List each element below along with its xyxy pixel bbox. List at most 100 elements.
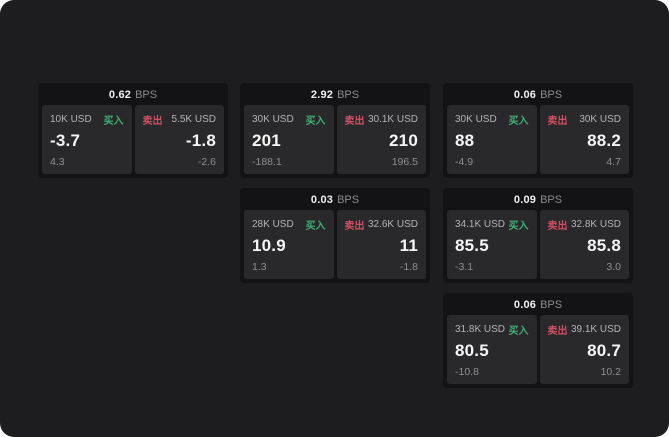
buy-label-row: 28K USD 买入 xyxy=(252,217,326,232)
buy-panel[interactable]: 30K USD 买入 201 -188.1 xyxy=(244,105,334,174)
card-header: 0.62 BPS xyxy=(38,83,228,105)
buy-amount: 30K USD xyxy=(252,114,294,125)
quote-card[interactable]: 0.09 BPS 34.1K USD 买入 85.5 -3.1 卖出 32.8K… xyxy=(443,188,633,283)
buy-amount: 31.8K USD xyxy=(455,324,506,335)
bps-unit: BPS xyxy=(540,194,563,206)
buy-value: 10.9 xyxy=(252,236,286,256)
bps-unit: BPS xyxy=(540,299,563,311)
bps-value: 2.92 xyxy=(310,89,334,101)
sell-amount: 30.1K USD xyxy=(367,114,418,125)
sell-label-row: 卖出 32.8K USD xyxy=(548,217,622,232)
buy-side-label: 买入 xyxy=(305,221,326,232)
buy-side-label: 买入 xyxy=(508,116,529,127)
bps-unit: BPS xyxy=(135,89,158,101)
sell-side-label: 卖出 xyxy=(547,221,568,232)
sell-amount: 32.6K USD xyxy=(367,219,418,230)
buy-value: 85.5 xyxy=(455,236,489,256)
card-body: 30K USD 买入 201 -188.1 卖出 30.1K USD 210 1… xyxy=(240,105,430,178)
buy-amount: 34.1K USD xyxy=(455,219,506,230)
sell-label-row: 卖出 5.5K USD xyxy=(143,112,217,127)
sell-amount: 39.1K USD xyxy=(570,324,621,335)
buy-panel[interactable]: 28K USD 买入 10.9 1.3 xyxy=(244,210,334,279)
sell-panel[interactable]: 卖出 30K USD 88.2 4.7 xyxy=(539,105,629,174)
card-body: 34.1K USD 买入 85.5 -3.1 卖出 32.8K USD 85.8… xyxy=(443,210,633,283)
buy-panel[interactable]: 34.1K USD 买入 85.5 -3.1 xyxy=(447,210,537,279)
sell-side-label: 卖出 xyxy=(547,116,568,127)
bps-value: 0.06 xyxy=(513,89,537,101)
quote-card[interactable]: 0.06 BPS 31.8K USD 买入 80.5 -10.8 卖出 39.1… xyxy=(443,293,633,388)
buy-value: -3.7 xyxy=(50,131,81,151)
quote-card[interactable]: 0.62 BPS 10K USD 买入 -3.7 4.3 卖出 5.5K USD… xyxy=(38,83,228,178)
sell-label-row: 卖出 30.1K USD xyxy=(345,112,419,127)
buy-side-label: 买入 xyxy=(305,116,326,127)
card-header: 2.92 BPS xyxy=(240,83,430,105)
quote-card[interactable]: 0.06 BPS 30K USD 买入 88 -4.9 卖出 30K USD 8… xyxy=(443,83,633,178)
sell-amount: 30K USD xyxy=(579,114,621,125)
buy-value: 80.5 xyxy=(455,341,489,361)
sell-sub-value: -1.8 xyxy=(399,261,418,273)
buy-side-label: 买入 xyxy=(103,116,124,127)
buy-panel[interactable]: 10K USD 买入 -3.7 4.3 xyxy=(42,105,132,174)
card-body: 30K USD 买入 88 -4.9 卖出 30K USD 88.2 4.7 xyxy=(443,105,633,178)
buy-label-row: 31.8K USD 买入 xyxy=(455,322,529,337)
buy-amount: 10K USD xyxy=(50,114,92,125)
sell-value: -1.8 xyxy=(185,131,216,151)
sell-panel[interactable]: 卖出 32.6K USD 11 -1.8 xyxy=(336,210,426,279)
quote-card[interactable]: 0.03 BPS 28K USD 买入 10.9 1.3 卖出 32.6K US… xyxy=(240,188,430,283)
sell-label-row: 卖出 39.1K USD xyxy=(548,322,622,337)
card-header: 0.06 BPS xyxy=(443,83,633,105)
sell-label-row: 卖出 32.6K USD xyxy=(345,217,419,232)
buy-sub-value: 1.3 xyxy=(252,261,267,273)
sell-value: 80.7 xyxy=(587,341,621,361)
buy-value: 88 xyxy=(455,131,475,151)
buy-label-row: 30K USD 买入 xyxy=(455,112,529,127)
sell-panel[interactable]: 卖出 32.8K USD 85.8 3.0 xyxy=(539,210,629,279)
buy-label-row: 10K USD 买入 xyxy=(50,112,124,127)
bps-unit: BPS xyxy=(337,194,360,206)
sell-side-label: 卖出 xyxy=(142,116,163,127)
buy-sub-value: -188.1 xyxy=(252,156,282,168)
card-header: 0.09 BPS xyxy=(443,188,633,210)
buy-sub-value: -10.8 xyxy=(455,366,479,378)
buy-panel[interactable]: 31.8K USD 买入 80.5 -10.8 xyxy=(447,315,537,384)
sell-panel[interactable]: 卖出 39.1K USD 80.7 10.2 xyxy=(539,315,629,384)
sell-side-label: 卖出 xyxy=(344,116,365,127)
buy-sub-value: -4.9 xyxy=(455,156,474,168)
sell-value: 210 xyxy=(389,131,418,151)
card-body: 10K USD 买入 -3.7 4.3 卖出 5.5K USD -1.8 -2.… xyxy=(38,105,228,178)
buy-value: 201 xyxy=(252,131,281,151)
buy-label-row: 34.1K USD 买入 xyxy=(455,217,529,232)
buy-side-label: 买入 xyxy=(508,326,529,337)
card-body: 31.8K USD 买入 80.5 -10.8 卖出 39.1K USD 80.… xyxy=(443,315,633,388)
buy-amount: 30K USD xyxy=(455,114,497,125)
sell-value: 88.2 xyxy=(587,131,621,151)
buy-side-label: 买入 xyxy=(508,221,529,232)
bps-value: 0.06 xyxy=(513,299,537,311)
sell-amount: 32.8K USD xyxy=(570,219,621,230)
sell-sub-value: -2.6 xyxy=(197,156,216,168)
bps-unit: BPS xyxy=(540,89,563,101)
card-body: 28K USD 买入 10.9 1.3 卖出 32.6K USD 11 -1.8 xyxy=(240,210,430,283)
quote-card[interactable]: 2.92 BPS 30K USD 买入 201 -188.1 卖出 30.1K … xyxy=(240,83,430,178)
sell-panel[interactable]: 卖出 5.5K USD -1.8 -2.6 xyxy=(134,105,224,174)
sell-value: 11 xyxy=(399,236,418,256)
card-header: 0.06 BPS xyxy=(443,293,633,315)
bps-value: 0.03 xyxy=(310,194,334,206)
buy-label-row: 30K USD 买入 xyxy=(252,112,326,127)
sell-value: 85.8 xyxy=(587,236,621,256)
sell-sub-value: 3.0 xyxy=(606,261,621,273)
bps-value: 0.09 xyxy=(513,194,537,206)
buy-sub-value: -3.1 xyxy=(455,261,474,273)
sell-panel[interactable]: 卖出 30.1K USD 210 196.5 xyxy=(336,105,426,174)
buy-sub-value: 4.3 xyxy=(50,156,65,168)
sell-sub-value: 196.5 xyxy=(391,156,418,168)
sell-side-label: 卖出 xyxy=(547,326,568,337)
bps-unit: BPS xyxy=(337,89,360,101)
sell-sub-value: 4.7 xyxy=(606,156,621,168)
bps-value: 0.62 xyxy=(108,89,132,101)
card-header: 0.03 BPS xyxy=(240,188,430,210)
sell-side-label: 卖出 xyxy=(344,221,365,232)
buy-panel[interactable]: 30K USD 买入 88 -4.9 xyxy=(447,105,537,174)
sell-amount: 5.5K USD xyxy=(171,114,216,125)
